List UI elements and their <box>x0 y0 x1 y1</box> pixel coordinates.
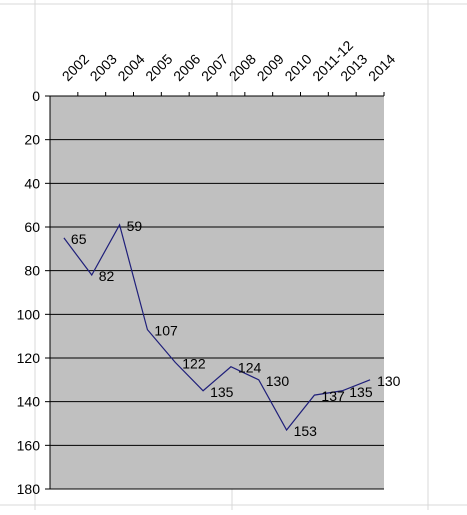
data-label: 107 <box>154 323 178 339</box>
data-label: 130 <box>377 373 401 389</box>
x-tick-label: 2002 <box>59 51 92 84</box>
y-axis: 0 20 40 60 80 100 120 140 160 180 <box>17 88 51 497</box>
data-label: 130 <box>266 373 290 389</box>
y-tick-label: 100 <box>17 306 41 322</box>
data-label: 153 <box>294 423 318 439</box>
data-label: 122 <box>182 355 206 371</box>
x-tick-label: 2010 <box>281 51 314 84</box>
data-label: 82 <box>99 268 115 284</box>
data-label: 137 <box>321 388 345 404</box>
y-tick-label: 80 <box>24 263 40 279</box>
x-tick-label: 2005 <box>142 51 175 84</box>
y-tick-label: 20 <box>24 132 40 148</box>
x-tick-label: 2008 <box>226 51 259 84</box>
x-axis: 2002200320042005200620072008200920102011… <box>50 37 398 97</box>
x-tick-label: 2006 <box>170 51 203 84</box>
data-label: 124 <box>238 360 262 376</box>
x-tick-label: 2007 <box>198 51 231 84</box>
x-tick-label: 2004 <box>114 51 147 84</box>
y-tick-label: 160 <box>17 437 41 453</box>
series-line-group <box>63 223 371 432</box>
data-label: 59 <box>127 218 143 234</box>
series-line <box>63 223 371 432</box>
x-tick-label: 2003 <box>87 51 120 84</box>
data-label: 65 <box>71 231 87 247</box>
y-tick-label: 60 <box>24 219 40 235</box>
y-tick-label: 180 <box>17 481 41 497</box>
x-tick-label: 2014 <box>365 51 398 84</box>
y-tick-label: 40 <box>24 175 40 191</box>
x-tick-label: 2009 <box>254 51 287 84</box>
y-tick-label: 0 <box>32 88 40 104</box>
data-label: 135 <box>210 384 234 400</box>
plot-area <box>50 96 384 489</box>
data-label: 135 <box>349 384 373 400</box>
y-tick-label: 140 <box>17 394 41 410</box>
y-tick-label: 120 <box>17 350 41 366</box>
